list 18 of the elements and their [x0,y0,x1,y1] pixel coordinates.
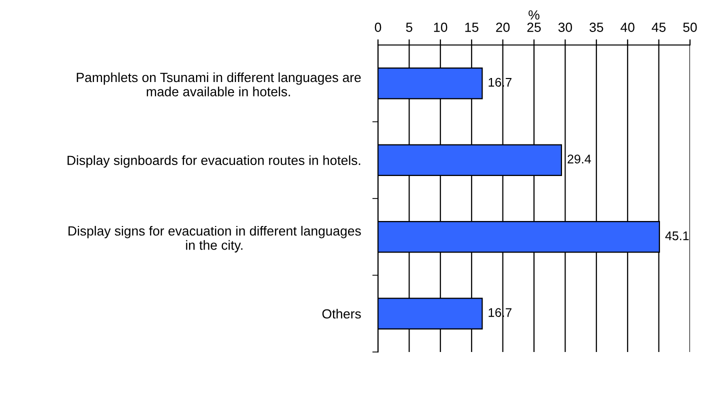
x-tick-label: 40 [620,22,634,32]
x-tick-label: 45 [652,22,666,32]
x-tick-label: 20 [496,22,510,32]
x-tick-label: 30 [558,22,572,32]
x-tick-label: 5 [406,22,412,32]
x-axis-title: % [528,10,540,20]
y-tick-label: Others [322,308,361,319]
data-label: 29.4 [568,154,591,164]
x-tick-label: 15 [465,22,478,32]
data-label: 45.1 [665,232,689,240]
y-tick-label: Display signboards for evacuation routes in hotels. [68,155,360,168]
x-tick-label: 0 [374,22,382,32]
y-tick-label: Display signs for evacuation in different languages in the city. [68,226,361,252]
y-tick-label: Pamphlets on Tsunami in different languages are made available in hotels. [76,72,361,96]
x-tick-label: 25 [527,22,541,32]
x-tick-label: 35 [590,22,604,32]
x-tick-label: 10 [434,22,448,32]
x-tick-label: 50 [683,22,697,32]
